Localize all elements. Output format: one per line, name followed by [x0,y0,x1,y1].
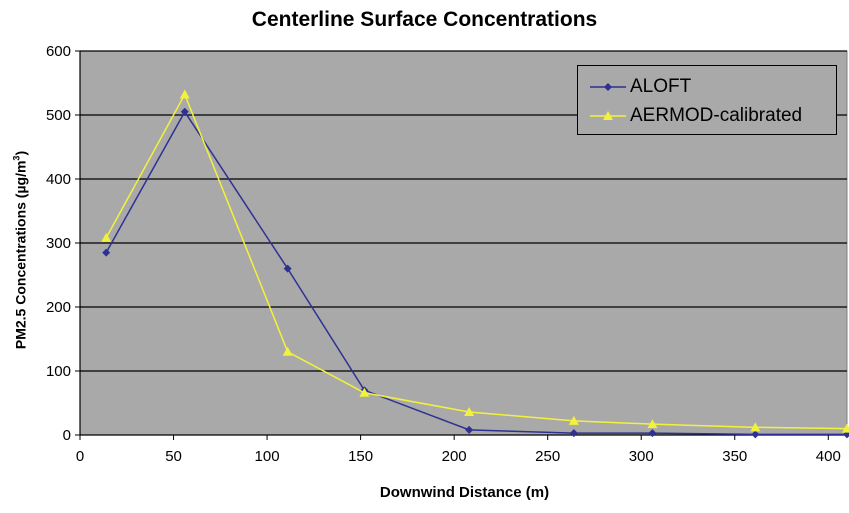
legend: ALOFT AERMOD-calibrated [577,65,837,135]
legend-label-aermod-calibrated: AERMOD-calibrated [630,105,803,126]
legend-item-aermod-calibrated: AERMOD-calibrated [578,103,836,129]
legend-swatch-aloft [590,83,626,91]
y-tick-label-500: 500 [46,107,71,124]
data-point-aloft [648,429,657,438]
chart-title: Centerline Surface Concentrations [251,8,598,31]
y-tick-label-100: 100 [46,363,71,380]
data-point-aermod-calibrated [359,387,370,397]
y-tick-label-300: 300 [46,235,71,252]
y-tick-label-0: 0 [63,427,71,444]
legend-swatch-aermod-calibrated [590,111,626,120]
data-point-aermod-calibrated [282,346,293,356]
data-point-aloft [465,425,474,434]
data-point-aloft [283,264,292,273]
y-tick-label-600: 600 [46,43,71,60]
data-point-aermod-calibrated [842,423,849,433]
x-tick-label-200: 200 [442,448,467,465]
data-point-aloft [751,430,760,439]
legend-item-aloft: ALOFT [578,74,836,100]
x-tick-label-250: 250 [535,448,560,465]
data-point-aermod-calibrated [101,232,112,242]
x-tick-label-300: 300 [629,448,654,465]
x-tick-label-350: 350 [722,448,747,465]
x-tick-label-100: 100 [255,448,280,465]
y-tick-label-200: 200 [46,299,71,316]
x-axis-label: Downwind Distance (m) [379,484,550,501]
data-point-aermod-calibrated [464,406,475,416]
data-point-aloft [102,248,111,257]
x-tick-label-400: 400 [816,448,841,465]
data-point-aermod-calibrated [568,415,579,425]
y-tick-label-400: 400 [46,171,71,188]
legend-label-aloft: ALOFT [630,76,692,97]
data-point-aloft [569,429,578,438]
data-point-aloft [180,107,189,116]
data-point-aermod-calibrated [647,419,658,429]
x-tick-label-50: 50 [165,448,182,465]
data-point-aermod-calibrated [179,89,190,99]
x-tick-label-150: 150 [348,448,373,465]
x-tick-label-0: 0 [76,448,84,465]
data-point-aermod-calibrated [750,422,761,432]
